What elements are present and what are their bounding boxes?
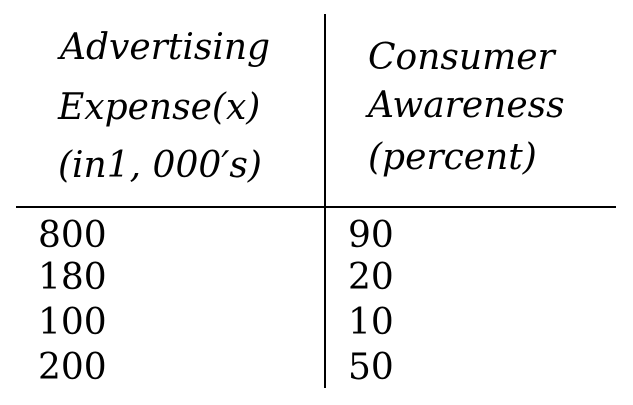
header-advertising-line-3: (in1, 000′s) [58, 145, 262, 186]
cell-awareness-row-1: 90 [348, 215, 394, 256]
cell-awareness-row-2: 20 [348, 257, 394, 298]
header-awareness-line-1: Consumer [368, 37, 555, 78]
header-divider [16, 206, 616, 208]
cell-expense-row-3: 100 [38, 302, 107, 343]
cell-awareness-row-4: 50 [348, 347, 394, 388]
cell-awareness-row-3: 10 [348, 302, 394, 343]
header-awareness-line-2: Awareness [368, 85, 565, 126]
cell-expense-row-2: 180 [38, 257, 107, 298]
header-awareness-line-3: (percent) [368, 137, 537, 178]
cell-expense-row-1: 800 [38, 215, 107, 256]
column-divider [324, 14, 326, 388]
cell-expense-row-4: 200 [38, 347, 107, 388]
header-advertising-line-2: Expense(x) [58, 87, 261, 128]
header-advertising-line-1: Advertising [60, 27, 271, 68]
